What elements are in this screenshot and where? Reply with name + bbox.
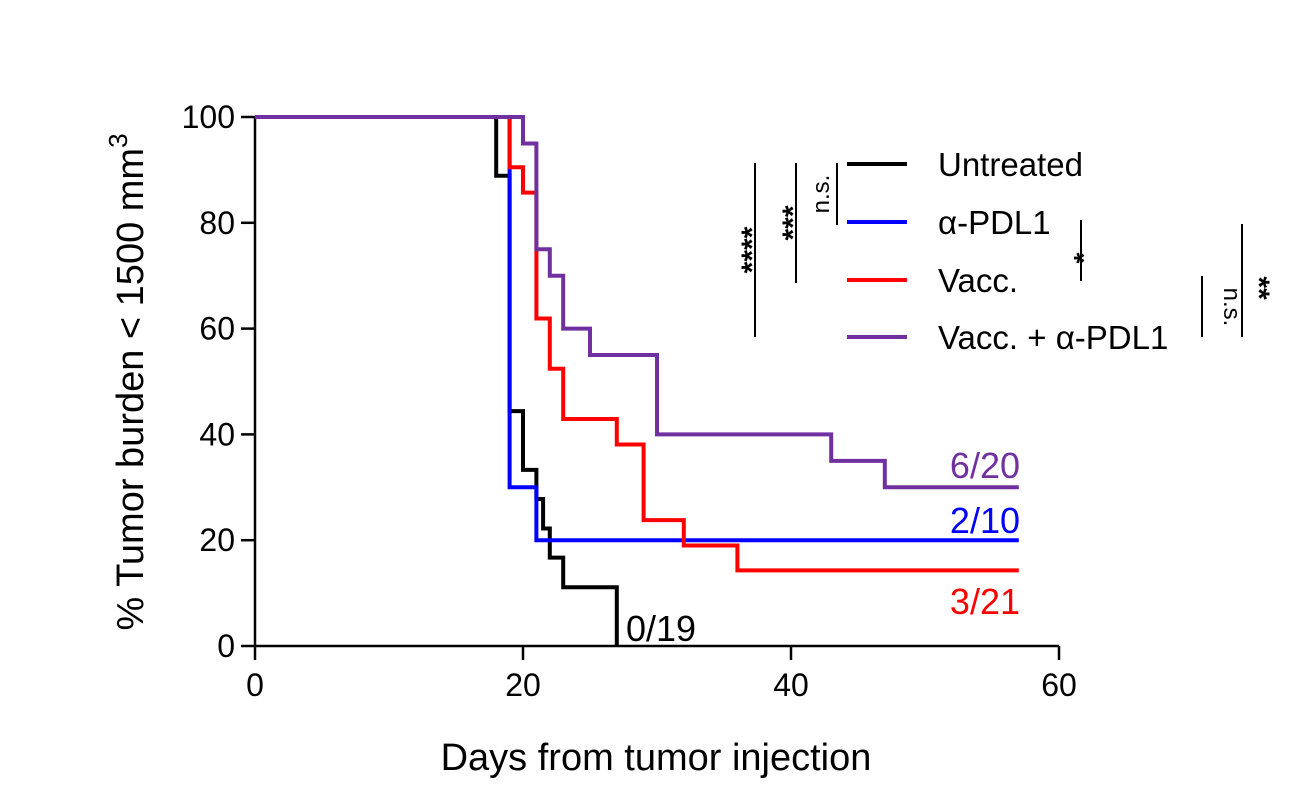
- series-line-pdl1: [255, 115, 1019, 543]
- legend-label: Untreated: [938, 146, 1083, 183]
- y-tick-label: 20: [199, 522, 235, 558]
- end-label: 6/20: [950, 445, 1020, 486]
- legend-label: α-PDL1: [938, 204, 1051, 241]
- sig-label-ns-2: n.s.: [1218, 288, 1245, 327]
- y-tick-label: 0: [217, 628, 235, 664]
- x-tick-label: 0: [246, 667, 264, 703]
- legend-label: Vacc.: [938, 262, 1018, 299]
- sig-label-ns-1: n.s.: [808, 175, 835, 214]
- y-axis-label-superscript: 3: [103, 133, 133, 147]
- series-line-vacc: [255, 115, 1019, 573]
- y-tick-label: 40: [199, 416, 235, 452]
- y-tick-label: 80: [199, 205, 235, 241]
- series-line-vacc-pdl1: [255, 115, 1019, 490]
- sig-label-1star: *: [1068, 252, 1099, 263]
- end-label: 3/21: [950, 581, 1020, 622]
- x-axis-label: Days from tumor injection: [441, 737, 872, 779]
- y-axis-label: % Tumor burden < 1500 mm3: [103, 133, 152, 630]
- y-tick-label: 100: [182, 99, 235, 135]
- axes: 0 20 40 60 0 20 40 60 80 100: [182, 99, 1077, 703]
- x-tick-label: 40: [773, 667, 809, 703]
- y-tick-label: 60: [199, 311, 235, 347]
- end-label: 0/19: [626, 608, 696, 649]
- x-tick-label: 60: [1041, 667, 1077, 703]
- sig-label-2star: **: [1242, 276, 1275, 300]
- end-label: 2/10: [950, 500, 1020, 541]
- series-group: [255, 115, 1019, 646]
- significance-brackets: **** *** n.s. * n.s. **: [736, 163, 1275, 337]
- series-line-untreated: [255, 115, 619, 646]
- legend: Untreated α-PDL1 Vacc. Vacc. + α-PDL1: [847, 146, 1168, 356]
- sig-label-4star: ****: [736, 226, 769, 273]
- end-labels: 0/19 2/10 3/21 6/20: [626, 445, 1020, 649]
- x-tick-label: 20: [505, 667, 541, 703]
- legend-label: Vacc. + α-PDL1: [938, 319, 1168, 356]
- sig-label-3star: ***: [777, 205, 810, 240]
